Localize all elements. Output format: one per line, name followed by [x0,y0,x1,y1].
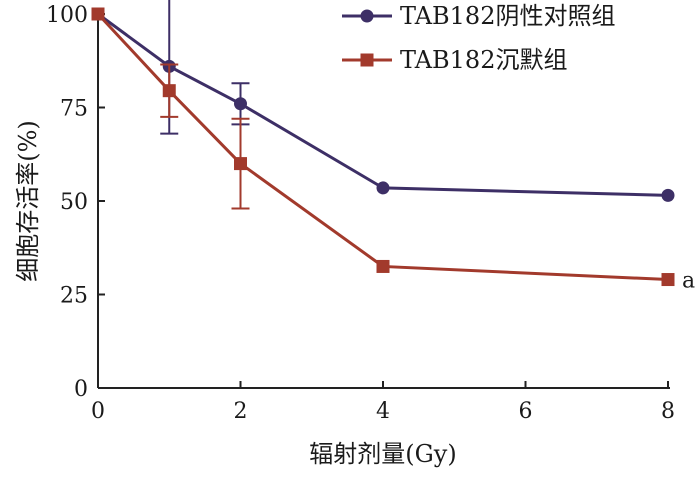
point-0-4 [661,188,675,202]
series-line-1 [96,12,669,282]
point-1-2 [234,157,247,171]
series-1 [91,7,675,287]
x-tick-label-0: 0 [91,399,105,424]
x-tick-label-4: 4 [376,399,390,424]
point-1-4 [661,273,675,287]
x-tick-label-8: 8 [661,399,675,424]
legend-marker-0 [360,9,374,23]
series-layer: a [91,0,695,294]
x-tick-label-6: 6 [519,399,533,424]
annotation-0: a [682,269,695,294]
y-tick-label-25: 25 [60,284,88,309]
x-tick-label-2: 2 [234,399,248,424]
point-0-2 [234,97,247,111]
y-tick-label-100: 100 [46,3,88,28]
legend-label-1: TAB182沉默组 [400,46,567,74]
point-1-3 [376,259,390,273]
point-0-3 [376,181,390,195]
x-axis-label: 辐射剂量(Gy) [309,440,456,468]
axes: 0 25 50 75 100 0 2 4 6 8 [46,3,675,424]
legend-marker-1 [360,53,374,67]
y-tick-label-0: 0 [74,377,88,402]
legend-label-0: TAB182阴性对照组 [400,2,615,30]
point-1-1 [162,84,176,98]
y-axis-label: 细胞存活率(%) [14,120,42,282]
legend: TAB182阴性对照组 TAB182沉默组 [342,2,615,74]
point-1-0 [91,7,105,21]
y-tick-label-75: 75 [60,97,88,122]
y-tick-label-50: 50 [60,190,88,215]
